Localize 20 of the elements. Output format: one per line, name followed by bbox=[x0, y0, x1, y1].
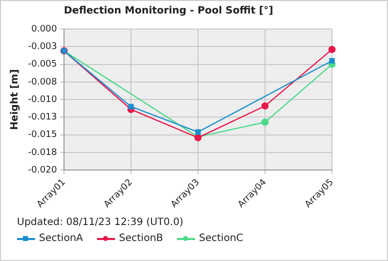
y-tick-label: 0.000 bbox=[31, 24, 58, 34]
text: Updated: 08/11/23 12:39 (UT0.0) bbox=[17, 217, 184, 228]
y-tick-label: -0.005 bbox=[28, 60, 58, 70]
y-tick-label: -0.010 bbox=[28, 94, 58, 105]
y-tick-label: -0.020 bbox=[28, 165, 58, 176]
point bbox=[261, 118, 269, 126]
y-tick-label: -0.015 bbox=[28, 130, 58, 140]
y-axis-title: Height [m] bbox=[10, 69, 21, 130]
point bbox=[261, 102, 269, 110]
y-tick-label: -0.003 bbox=[28, 42, 58, 52]
point bbox=[328, 46, 336, 54]
legend-label: SectionB bbox=[119, 233, 164, 244]
point bbox=[329, 58, 335, 64]
point bbox=[128, 104, 134, 110]
y-tick-label: -0.008 bbox=[28, 77, 58, 88]
y-tick-label: -0.018 bbox=[28, 148, 58, 158]
y-tick-label: -0.013 bbox=[28, 112, 58, 123]
legend-label: SectionC bbox=[199, 233, 244, 244]
chart-title: Deflection Monitoring - Pool Soffit [°] bbox=[64, 6, 274, 17]
legend-label: SectionA bbox=[39, 233, 83, 244]
